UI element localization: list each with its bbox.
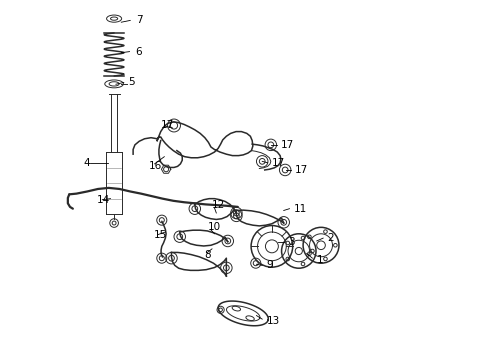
Text: 16: 16	[149, 161, 162, 171]
Text: 1: 1	[317, 255, 323, 265]
Text: 17: 17	[295, 165, 309, 175]
Text: 9: 9	[267, 260, 273, 270]
Text: 2: 2	[327, 233, 334, 243]
Text: 8: 8	[204, 249, 210, 260]
Text: 6: 6	[135, 46, 142, 57]
Text: 15: 15	[153, 230, 167, 239]
Text: 3: 3	[288, 237, 294, 247]
Text: 10: 10	[207, 222, 220, 232]
Text: 4: 4	[84, 158, 90, 168]
Text: 17: 17	[281, 140, 294, 150]
Text: 11: 11	[294, 204, 307, 214]
Text: 14: 14	[97, 195, 111, 205]
Text: 17: 17	[161, 120, 174, 130]
Text: 7: 7	[136, 15, 142, 26]
Text: 13: 13	[267, 316, 280, 325]
Text: 12: 12	[212, 200, 225, 210]
Text: 17: 17	[272, 158, 285, 168]
Text: 5: 5	[128, 77, 135, 87]
